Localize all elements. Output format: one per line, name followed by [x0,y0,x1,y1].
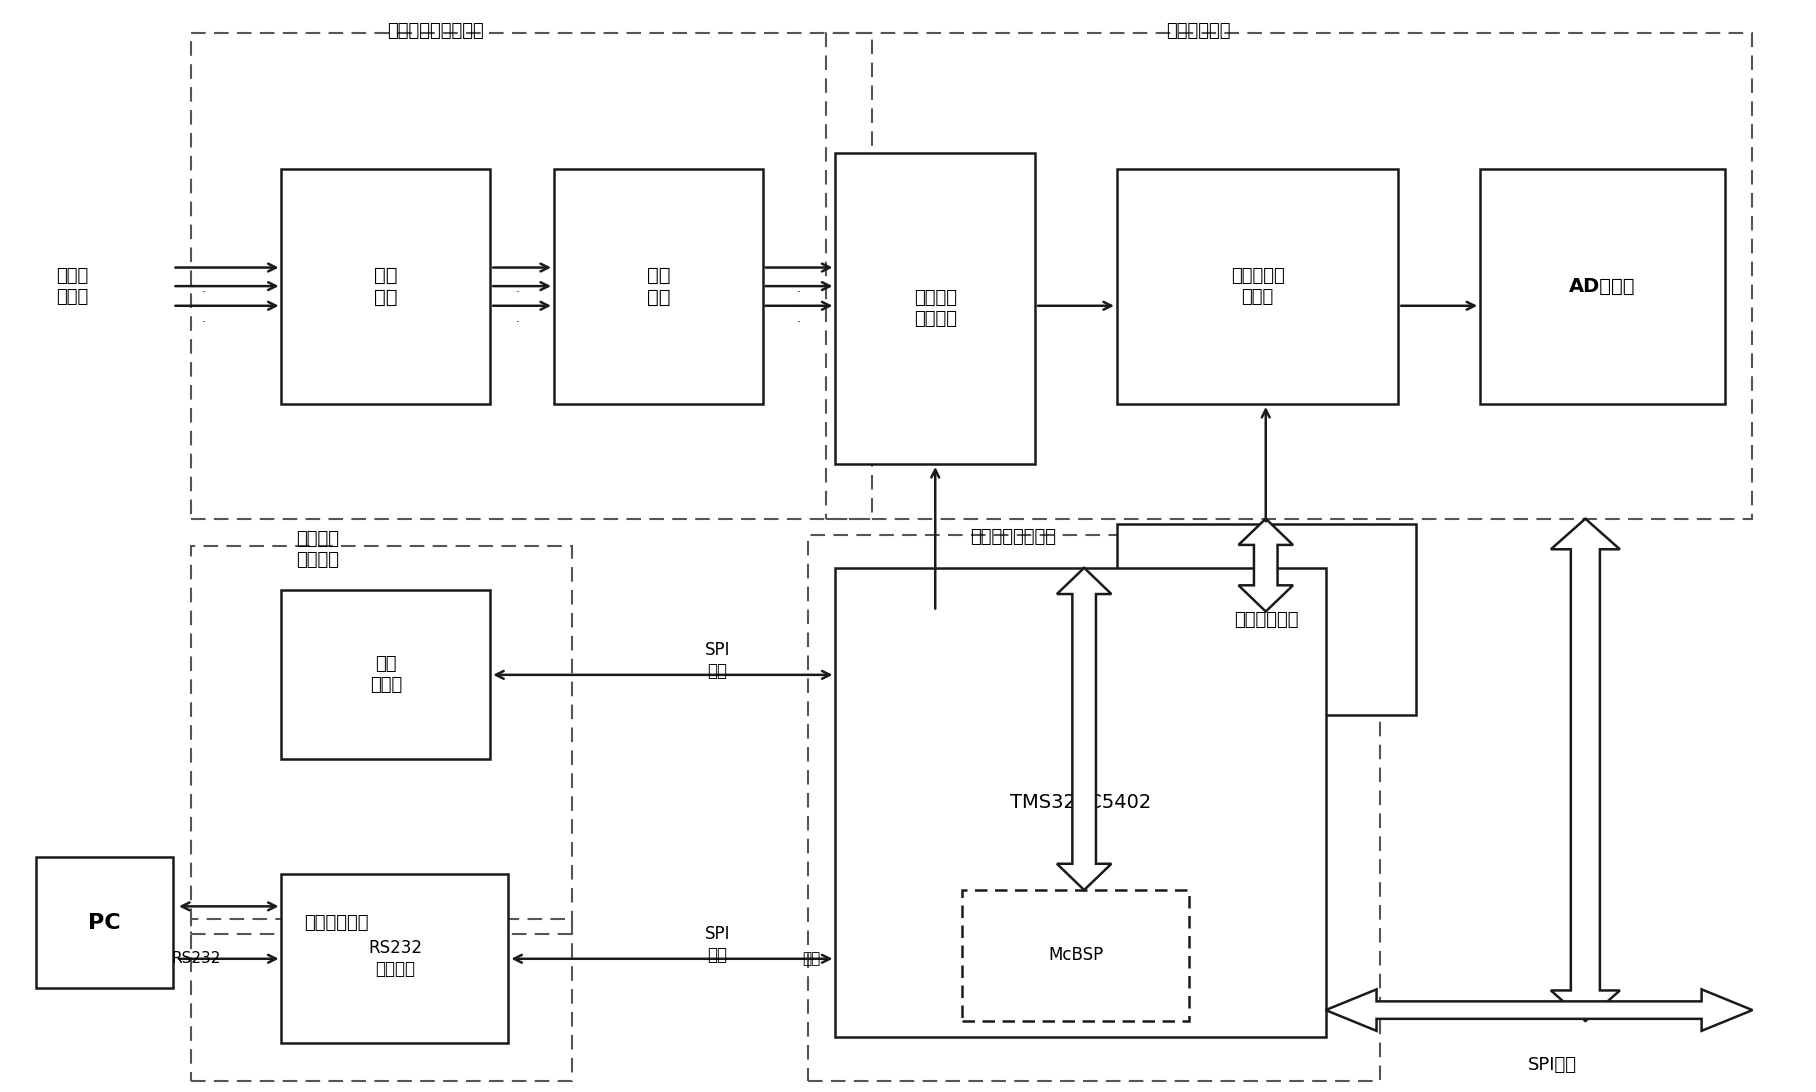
Text: RS232: RS232 [171,951,222,966]
Bar [281,874,508,1043]
Polygon shape [1326,989,1752,1031]
Bar [554,169,763,404]
Polygon shape [1239,519,1293,612]
Text: 滤波
电路: 滤波 电路 [646,266,670,307]
Polygon shape [1057,568,1111,890]
Bar [1117,169,1398,404]
Polygon shape [1551,519,1620,1021]
Text: 隔离
电路: 隔离 电路 [374,266,398,307]
Bar [808,535,1380,1081]
Text: TMS320C5402: TMS320C5402 [1010,793,1151,812]
Text: ·
·
·: · · · [202,286,205,330]
Text: 模拟信号预处理单元: 模拟信号预处理单元 [387,22,485,39]
Text: 串口: 串口 [803,951,821,966]
Text: 多路待
测信号: 多路待 测信号 [56,266,89,306]
Bar [835,568,1326,1037]
Text: ·
·
·: · · · [516,286,519,330]
Text: 测量结果
显示单元: 测量结果 显示单元 [296,530,340,569]
Text: McBSP: McBSP [1048,947,1104,964]
Text: 液晶
显示器: 液晶 显示器 [370,655,401,693]
Text: AD转换器: AD转换器 [1569,277,1636,296]
Bar [191,33,872,519]
Bar [191,546,572,934]
Bar [191,919,572,1081]
Text: SPI
总线: SPI 总线 [705,641,730,680]
Text: PC: PC [89,913,120,933]
Bar [281,590,490,759]
Bar [1480,169,1725,404]
Text: RS232
接口芯片: RS232 接口芯片 [369,939,421,977]
Text: 通信接口单元: 通信接口单元 [303,914,369,931]
Text: 数字信号处理单元: 数字信号处理单元 [970,529,1057,546]
Bar [826,33,1752,519]
Text: 多路模拟
选择开关: 多路模拟 选择开关 [913,289,957,328]
Text: 可编程控制器: 可编程控制器 [1235,610,1298,629]
Text: SPI总线: SPI总线 [1529,1056,1576,1073]
Text: 可编程增益
放大器: 可编程增益 放大器 [1231,268,1284,306]
Text: ·
·
·: · · · [797,286,801,330]
Text: 数据采集单元: 数据采集单元 [1166,22,1231,39]
Text: SPI
总线: SPI 总线 [705,925,730,964]
Bar [962,890,1189,1021]
Bar [835,153,1035,464]
Bar [36,857,173,988]
Bar [281,169,490,404]
Bar [1117,524,1416,715]
